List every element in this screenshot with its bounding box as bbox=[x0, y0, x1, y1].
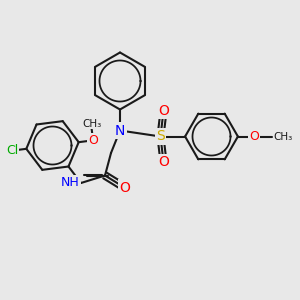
Text: O: O bbox=[158, 104, 169, 118]
Text: S: S bbox=[156, 130, 165, 143]
Text: NH: NH bbox=[61, 176, 80, 190]
Text: O: O bbox=[119, 181, 130, 194]
Text: CH₃: CH₃ bbox=[82, 119, 101, 129]
Text: CH₃: CH₃ bbox=[273, 131, 292, 142]
Text: N: N bbox=[115, 124, 125, 137]
Text: O: O bbox=[249, 130, 259, 143]
Text: O: O bbox=[158, 155, 169, 169]
Text: Cl: Cl bbox=[6, 144, 18, 157]
Text: O: O bbox=[88, 134, 98, 147]
